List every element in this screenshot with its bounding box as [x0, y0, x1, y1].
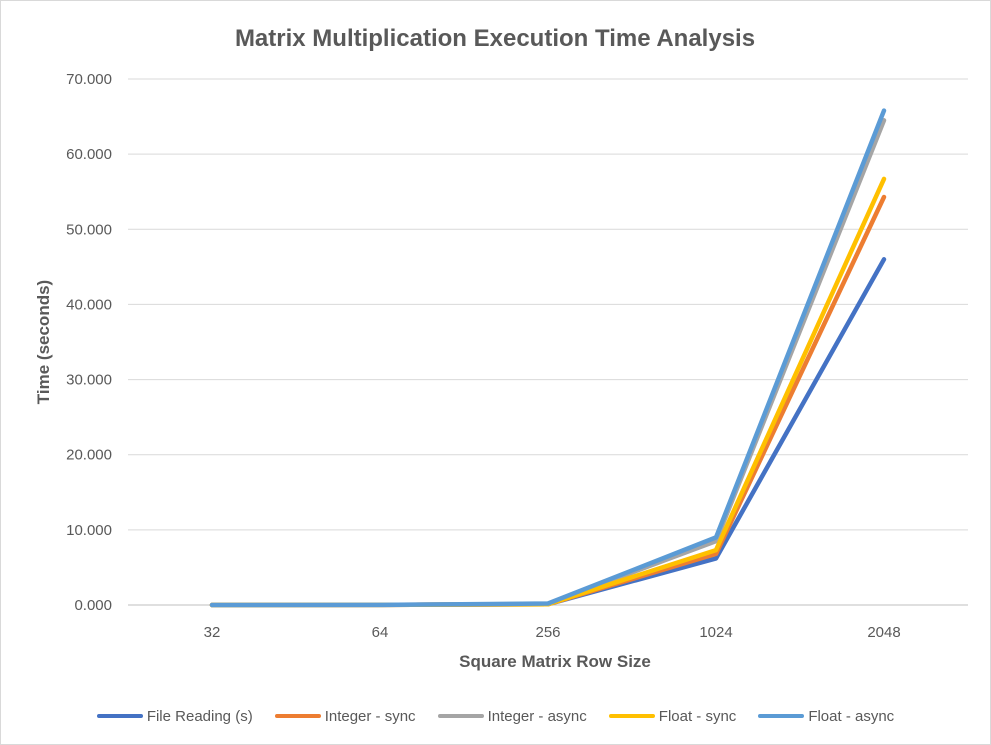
legend-label: File Reading (s) — [146, 707, 253, 725]
y-tick-label: 50.000 — [66, 221, 112, 238]
gridlines — [128, 78, 968, 606]
legend-label: Float - sync — [658, 707, 737, 725]
x-tick-labels: 32 64 256 1024 2048 — [204, 624, 901, 641]
x-tick-label: 256 — [535, 624, 560, 641]
legend-item: File Reading (s) — [96, 707, 253, 725]
legend-item: Integer - sync — [274, 707, 416, 725]
x-axis-label: Square Matrix Row Size — [459, 652, 651, 671]
legend-label: Integer - async — [487, 707, 587, 725]
legend-swatch — [758, 714, 805, 718]
y-tick-label: 0.000 — [74, 597, 112, 614]
x-tick-label: 2048 — [867, 624, 900, 641]
y-tick-label: 10.000 — [66, 522, 112, 539]
legend-item: Float - async — [758, 708, 894, 725]
y-tick-label: 60.000 — [66, 146, 112, 163]
legend-swatch — [96, 714, 143, 718]
legend-swatch — [274, 714, 321, 718]
series-line-4 — [209, 176, 887, 608]
y-tick-label: 20.000 — [66, 447, 112, 464]
legend-label: Integer - sync — [324, 707, 416, 725]
y-tick-label: 70.000 — [66, 71, 112, 88]
series-line-5 — [209, 108, 887, 608]
x-tick-label: 1024 — [699, 624, 732, 641]
series-line-1 — [209, 257, 887, 608]
line-chart: Matrix Multiplication Execution Time Ana… — [34, 25, 968, 671]
legend-swatch — [608, 714, 655, 718]
y-tick-label: 40.000 — [66, 296, 112, 313]
series-lines — [209, 108, 887, 608]
y-tick-label: 30.000 — [66, 372, 112, 389]
legend-item: Float - sync — [608, 707, 737, 725]
y-tick-labels: 0.000 10.000 20.000 30.000 40.000 50.000 60.00… — [66, 71, 112, 614]
legend-item: Integer - async — [437, 707, 587, 725]
x-tick-label: 32 — [204, 624, 221, 641]
legend-label: Float - async — [808, 707, 895, 725]
y-axis-label: Time (seconds) — [34, 280, 53, 404]
x-tick-label: 64 — [372, 624, 389, 641]
chart-legend: File Reading (s) Integer - sync Integer - … — [0, 703, 991, 729]
chart-title: Matrix Multiplication Execution Time Ana… — [235, 25, 755, 52]
legend-swatch — [437, 714, 484, 718]
